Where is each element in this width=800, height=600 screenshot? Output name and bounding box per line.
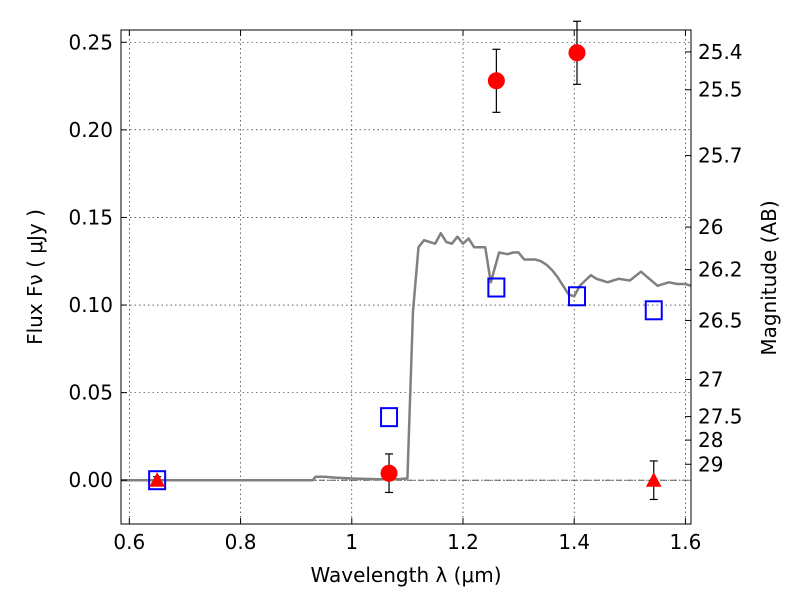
right-tick-label: 26.5: [698, 308, 743, 332]
right-tick-label: 25.5: [698, 78, 743, 102]
y-tick-label: 0.00: [68, 468, 113, 492]
y-tick-label: 0.10: [68, 293, 113, 317]
model-photometry-square: [644, 300, 663, 321]
x-tick-label: 1.4: [558, 530, 590, 554]
right-tick-label: 28: [698, 428, 723, 452]
grid: [121, 30, 691, 524]
right-tick-label: 27: [698, 367, 723, 391]
right-tick-label: 27.5: [698, 405, 743, 429]
model-photometry-square: [568, 286, 586, 307]
y-tick-label: 0.25: [68, 30, 113, 54]
right-tick-label: 26.2: [698, 258, 743, 282]
observed-point: [487, 72, 505, 90]
y-tick-label: 0.20: [68, 118, 113, 142]
model-sed-line: [121, 231, 692, 482]
upper-limit-triangle: [645, 472, 662, 487]
axis-ticks: 0.6 0.8 1 1.2 1.4 1.6 0.00 0.05 0.10 0.15 0.20 0.25…: [68, 30, 743, 554]
right-tick-label: 26: [698, 215, 723, 239]
x-tick-label: 1.2: [447, 530, 479, 554]
model-photometry-square: [148, 470, 167, 491]
x-tick-label: 1: [345, 530, 358, 554]
plot-frame: [120, 29, 692, 525]
observed-photometry-series: [149, 20, 662, 501]
right-tick-label: 25.4: [698, 40, 743, 64]
x-tick-label: 0.6: [113, 530, 145, 554]
model-photometry-square: [487, 277, 506, 298]
model-photometry-series: [148, 277, 663, 491]
observed-point: [568, 44, 586, 62]
right-tick-label: 29: [698, 452, 723, 476]
y-tick-label: 0.15: [68, 205, 113, 229]
x-tick-label: 0.8: [225, 530, 257, 554]
right-axis-label: Magnitude (AB): [757, 200, 781, 355]
y-axis-label: Flux Fν ( μJy ): [23, 209, 47, 345]
right-tick-label: 25.7: [698, 144, 743, 168]
upper-limit-triangle: [149, 472, 165, 487]
model-photometry-square: [380, 407, 399, 428]
x-axis-label: Wavelength λ (μm): [310, 563, 501, 587]
model-sed-polyline: [121, 231, 692, 482]
observed-point: [380, 464, 398, 482]
y-tick-label: 0.05: [68, 381, 113, 405]
x-tick-label: 1.6: [670, 530, 702, 554]
